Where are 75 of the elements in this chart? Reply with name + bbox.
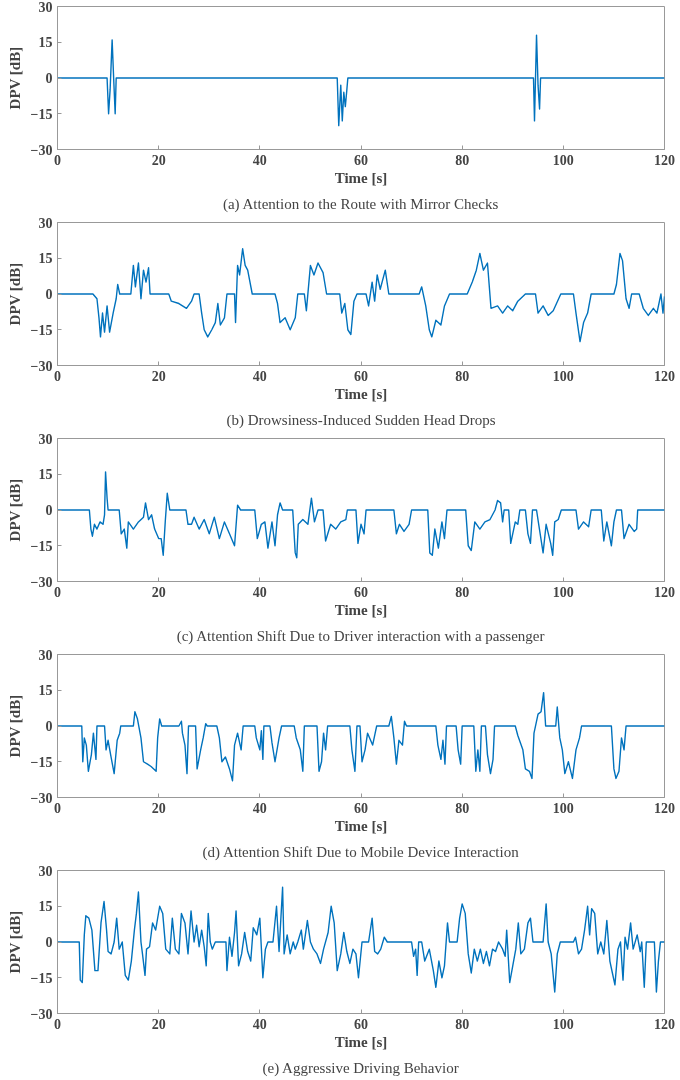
- line-series: [57, 886, 665, 993]
- y-tick-label: 0: [45, 503, 53, 518]
- x-tick-label: 120: [654, 1016, 675, 1032]
- y-tick-label: 15: [38, 251, 53, 267]
- line-series: [57, 471, 665, 559]
- y-tick-label: 30: [38, 863, 53, 879]
- x-tick-label: 40: [252, 152, 267, 168]
- y-tick-label: 30: [38, 0, 53, 15]
- x-tick-label: 20: [151, 800, 166, 816]
- y-tick-label: −30: [30, 574, 53, 590]
- line-series: [57, 691, 665, 782]
- x-tick-label: 60: [354, 152, 368, 168]
- x-tick-label: 100: [552, 584, 574, 600]
- x-axis-title: Time [s]: [334, 601, 388, 618]
- y-tick-label: −30: [30, 142, 53, 158]
- x-tick-label: 20: [151, 368, 166, 384]
- y-tick-label: 0: [45, 287, 53, 302]
- x-tick-label: 80: [455, 800, 470, 816]
- y-tick-label: 15: [38, 35, 53, 51]
- line-series: [57, 34, 665, 127]
- y-tick-label: 30: [38, 431, 53, 447]
- x-tick-label: 120: [654, 152, 675, 168]
- x-tick-label: 100: [552, 1016, 574, 1032]
- y-axis-title: DPV [dB]: [6, 46, 23, 110]
- x-axis-title: Time [s]: [334, 385, 388, 402]
- y-tick-label: 15: [38, 683, 53, 699]
- y-axis-title: DPV [dB]: [6, 478, 23, 542]
- x-tick-label: 120: [654, 368, 675, 384]
- y-tick-label: 30: [38, 647, 53, 663]
- y-tick-label: 30: [38, 215, 53, 231]
- x-tick-label: 80: [455, 584, 470, 600]
- x-tick-label: 60: [354, 800, 368, 816]
- y-tick-label: 0: [45, 935, 53, 950]
- text: (a) Attention to the Route with Mirror Checks: [222, 195, 499, 213]
- x-tick-label: 20: [151, 1016, 166, 1032]
- y-tick-label: −30: [30, 358, 53, 374]
- y-tick-label: 15: [38, 899, 53, 915]
- text: (b) Drowsiness-Induced Sudden Head Drops: [226, 411, 496, 429]
- y-axis-title: DPV [dB]: [6, 694, 23, 758]
- x-tick-label: 100: [552, 368, 574, 384]
- y-tick-label: 15: [38, 467, 53, 483]
- x-tick-label: 60: [354, 368, 368, 384]
- y-tick-label: −30: [30, 790, 53, 806]
- text: (d) Attention Shift Due to Mobile Device Interaction: [202, 843, 520, 861]
- x-tick-label: 80: [455, 368, 470, 384]
- x-tick-label: 40: [252, 584, 267, 600]
- x-tick-label: 40: [252, 1016, 267, 1032]
- y-axis-title: DPV [dB]: [6, 910, 23, 974]
- y-tick-label: −15: [30, 754, 53, 770]
- x-tick-label: 40: [252, 368, 267, 384]
- x-tick-label: 80: [455, 152, 470, 168]
- y-axis-title: DPV [dB]: [6, 262, 23, 326]
- line-series: [57, 248, 665, 343]
- x-tick-label: 120: [654, 584, 675, 600]
- text: (c) Attention Shift Due to Driver interaction with a passenger: [176, 627, 545, 645]
- y-tick-label: 0: [45, 71, 53, 86]
- x-tick-label: 20: [151, 152, 166, 168]
- y-tick-label: −30: [30, 1006, 53, 1022]
- x-tick-label: 120: [654, 800, 675, 816]
- x-tick-label: 20: [151, 584, 166, 600]
- x-axis-title: Time [s]: [334, 169, 388, 186]
- x-axis-title: Time [s]: [334, 1033, 388, 1050]
- x-tick-label: 100: [552, 152, 574, 168]
- y-tick-label: −15: [30, 538, 53, 554]
- text: (e) Aggressive Driving Behavior: [262, 1059, 459, 1077]
- x-tick-label: 60: [354, 1016, 368, 1032]
- x-tick-label: 80: [455, 1016, 470, 1032]
- y-tick-label: −15: [30, 322, 53, 338]
- y-tick-label: −15: [30, 970, 53, 986]
- x-tick-label: 60: [354, 584, 368, 600]
- x-tick-label: 100: [552, 800, 574, 816]
- x-tick-label: 40: [252, 800, 267, 816]
- y-tick-label: −15: [30, 106, 53, 122]
- x-axis-title: Time [s]: [334, 817, 388, 834]
- y-tick-label: 0: [45, 719, 53, 734]
